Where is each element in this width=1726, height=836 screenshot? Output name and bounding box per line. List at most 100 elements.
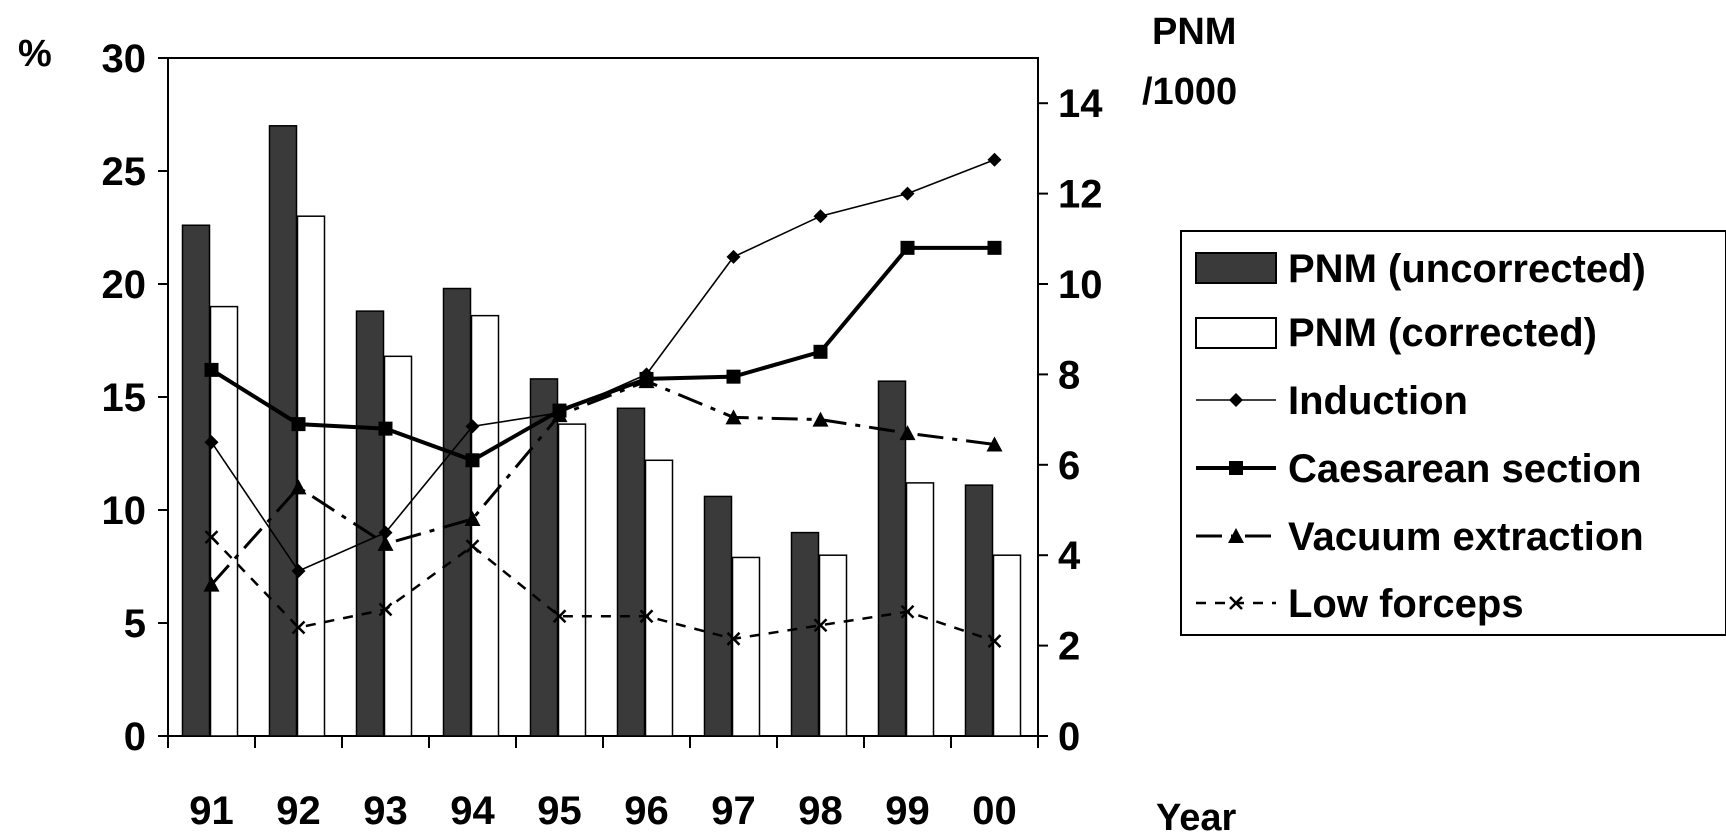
legend-box xyxy=(1180,230,1726,636)
bar-pnm-corrected xyxy=(644,459,674,737)
x-tick-label: 99 xyxy=(885,789,930,833)
marker-low-forceps xyxy=(552,609,567,624)
marker-induction xyxy=(291,564,306,579)
marker-caesarean-section xyxy=(204,362,219,377)
marker-vacuum-extraction xyxy=(203,576,220,592)
y-right-tick-label: 0 xyxy=(1058,715,1080,759)
marker-low-forceps xyxy=(378,602,393,617)
marker-low-forceps xyxy=(204,530,219,545)
bar-pnm-uncorrected xyxy=(442,287,472,737)
marker-induction xyxy=(378,525,393,540)
x-tick-label: 93 xyxy=(363,789,408,833)
y-left-tick-label: 30 xyxy=(102,37,147,81)
legend-label-pnm-corrected: PNM (corrected) xyxy=(1288,311,1597,355)
y-left-label: % xyxy=(18,33,52,75)
bars-layer xyxy=(181,125,1022,737)
marker-low-forceps xyxy=(639,609,654,624)
y-left-tick-label: 0 xyxy=(124,715,146,759)
marker-vacuum-extraction xyxy=(725,409,742,425)
bar-pnm-uncorrected xyxy=(703,495,733,737)
y-right-tick-label: 10 xyxy=(1058,263,1103,307)
legend: PNM (uncorrected) PNM (corrected) Induct… xyxy=(1180,230,1726,636)
x-tick-label: 97 xyxy=(711,789,756,833)
bar-pnm-uncorrected xyxy=(355,310,385,737)
legend-swatch-pnm-uncorrected xyxy=(1195,252,1277,284)
y-right-tick-label: 4 xyxy=(1058,534,1081,578)
marker-vacuum-extraction xyxy=(638,373,655,389)
y-right-label-line2: /1000 xyxy=(1142,71,1237,113)
line-vacuum-extraction xyxy=(210,379,995,586)
marker-vacuum-extraction xyxy=(551,407,568,423)
marker-induction xyxy=(465,419,480,434)
legend-diamond-icon xyxy=(1229,393,1243,407)
x-tick-label: 94 xyxy=(450,789,495,833)
legend-square-icon xyxy=(1229,461,1243,475)
bar-pnm-uncorrected xyxy=(181,224,211,737)
marker-induction xyxy=(813,209,828,224)
marker-vacuum-extraction xyxy=(377,535,394,551)
x-tick-label: 95 xyxy=(537,789,582,833)
bar-pnm-corrected xyxy=(731,556,761,737)
x-tick-label: 96 xyxy=(624,789,669,833)
marker-caesarean-section xyxy=(291,417,306,432)
marker-low-forceps xyxy=(813,618,828,633)
legend-triangle-icon xyxy=(1228,528,1244,543)
legend-label-pnm-uncorrected: PNM (uncorrected) xyxy=(1288,247,1646,291)
y-left-tick-label: 10 xyxy=(102,489,147,533)
marker-low-forceps xyxy=(726,631,741,646)
bar-pnm-uncorrected xyxy=(790,531,820,737)
marker-induction xyxy=(900,186,915,201)
marker-caesarean-section xyxy=(813,344,828,359)
legend-label-caesarean: Caesarean section xyxy=(1288,447,1642,491)
marker-induction xyxy=(726,249,741,264)
x-tick-label: 92 xyxy=(276,789,321,833)
marker-caesarean-section xyxy=(987,240,1002,255)
y-left-tick-label: 20 xyxy=(102,263,147,307)
bar-pnm-uncorrected xyxy=(877,380,907,737)
marker-caesarean-section xyxy=(465,453,480,468)
y-right-tick-label: 2 xyxy=(1058,625,1080,669)
marker-vacuum-extraction xyxy=(464,511,481,527)
legend-label-induction: Induction xyxy=(1288,379,1468,423)
marker-vacuum-extraction xyxy=(290,479,307,495)
x-tick-label: 00 xyxy=(972,789,1017,833)
y-left-tick-label: 25 xyxy=(102,150,147,194)
marker-vacuum-extraction xyxy=(812,411,829,427)
marker-low-forceps xyxy=(900,604,915,619)
marker-low-forceps xyxy=(987,634,1002,648)
marker-low-forceps xyxy=(291,620,306,635)
y-right-tick-label: 12 xyxy=(1058,173,1103,217)
line-caesarean-section xyxy=(210,245,995,463)
lines-layer xyxy=(203,152,1003,648)
legend-label-forceps: Low forceps xyxy=(1288,582,1524,626)
y-right-tick-label: 8 xyxy=(1058,353,1080,397)
marker-low-forceps xyxy=(465,539,480,554)
marker-vacuum-extraction xyxy=(899,425,916,441)
x-axis-label: Year xyxy=(1156,797,1237,836)
legend-swatch-pnm-corrected xyxy=(1195,317,1277,349)
y-right-tick-label: 6 xyxy=(1058,444,1080,488)
marker-caesarean-section xyxy=(378,421,393,436)
bar-pnm-corrected xyxy=(818,554,848,737)
bar-pnm-uncorrected xyxy=(529,378,559,737)
marker-induction xyxy=(204,435,219,450)
axes-layer: 0 5 10 15 20 25 30 0 2 4 6 8 10 12 14 91 92 93 94 95 96 97 98 9… xyxy=(102,37,1104,833)
y-left-tick-label: 15 xyxy=(102,376,147,420)
y-right-label-line1: PNM xyxy=(1152,11,1236,53)
marker-induction xyxy=(987,152,1002,167)
x-tick-label: 98 xyxy=(798,789,843,833)
bar-pnm-corrected xyxy=(557,423,587,737)
legend-x-icon xyxy=(1229,596,1243,610)
x-tick-label: 91 xyxy=(189,789,234,833)
bar-pnm-uncorrected xyxy=(964,484,994,737)
bar-pnm-uncorrected xyxy=(616,407,646,737)
bar-pnm-corrected xyxy=(296,215,326,737)
legend-label-vacuum: Vacuum extraction xyxy=(1288,515,1644,559)
marker-vacuum-extraction xyxy=(986,436,1003,452)
line-low-forceps xyxy=(210,536,995,643)
y-left-tick-label: 5 xyxy=(124,602,146,646)
marker-caesarean-section xyxy=(900,240,915,255)
y-right-tick-label: 14 xyxy=(1058,82,1103,126)
line-induction xyxy=(210,158,995,573)
